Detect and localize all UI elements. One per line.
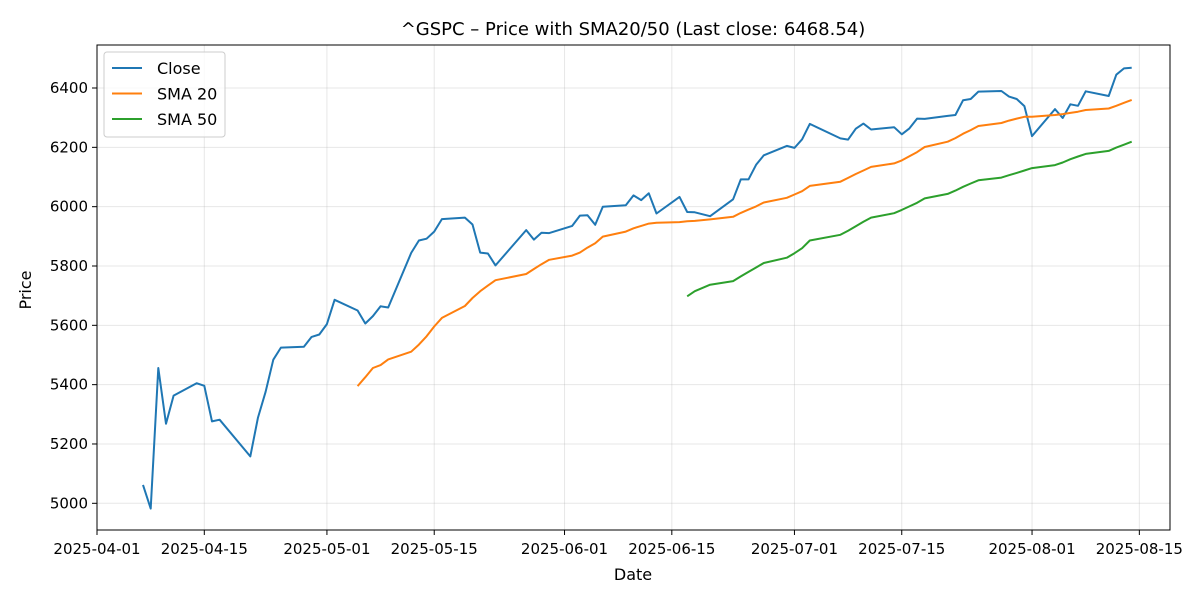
y-tick-label: 5200 xyxy=(50,435,88,453)
legend-box xyxy=(103,51,226,138)
y-tick-label: 6200 xyxy=(50,138,88,156)
x-tick-label: 2025-04-15 xyxy=(161,540,248,558)
y-axis-label: Price xyxy=(16,270,35,309)
axes: 2025-04-01 2025-04-15 2025-05-01 2025-05-15… xyxy=(50,79,1183,558)
y-tick-label: 5400 xyxy=(50,376,88,394)
x-tick-label: 2025-05-01 xyxy=(283,540,370,558)
legend-label-sma-20: SMA 20 xyxy=(157,85,217,104)
x-axis-label: Date xyxy=(614,565,652,584)
series-line-sma-20 xyxy=(356,98,1133,387)
series-lines xyxy=(142,66,1133,510)
series-line-close xyxy=(142,66,1132,510)
gridlines xyxy=(96,45,1170,530)
y-tick-label: 5000 xyxy=(50,494,88,512)
x-tick-label: 2025-07-01 xyxy=(751,540,838,558)
legend-label-sma-50: SMA 50 xyxy=(157,110,217,129)
x-tick-label: 2025-06-01 xyxy=(521,540,608,558)
x-tick-label: 2025-06-15 xyxy=(628,540,715,558)
y-tick-label: 5800 xyxy=(50,257,88,275)
y-tick-label: 6000 xyxy=(50,198,88,216)
chart-title: ^GSPC – Price with SMA20/50 (Last close:… xyxy=(401,19,866,40)
x-tick-label: 2025-04-01 xyxy=(53,540,140,558)
x-tick-label: 2025-05-15 xyxy=(391,540,478,558)
legend-label-close: Close xyxy=(157,59,201,78)
y-tick-label: 6400 xyxy=(50,79,88,97)
x-tick-label: 2025-07-15 xyxy=(858,540,945,558)
plot-frame xyxy=(96,44,1171,531)
series-line-sma-50 xyxy=(686,140,1133,298)
y-tick-label: 5600 xyxy=(50,316,88,334)
legend: Close SMA 20 SMA 50 xyxy=(103,51,226,138)
x-tick-label: 2025-08-15 xyxy=(1096,540,1183,558)
x-tick-label: 2025-08-01 xyxy=(988,540,1075,558)
